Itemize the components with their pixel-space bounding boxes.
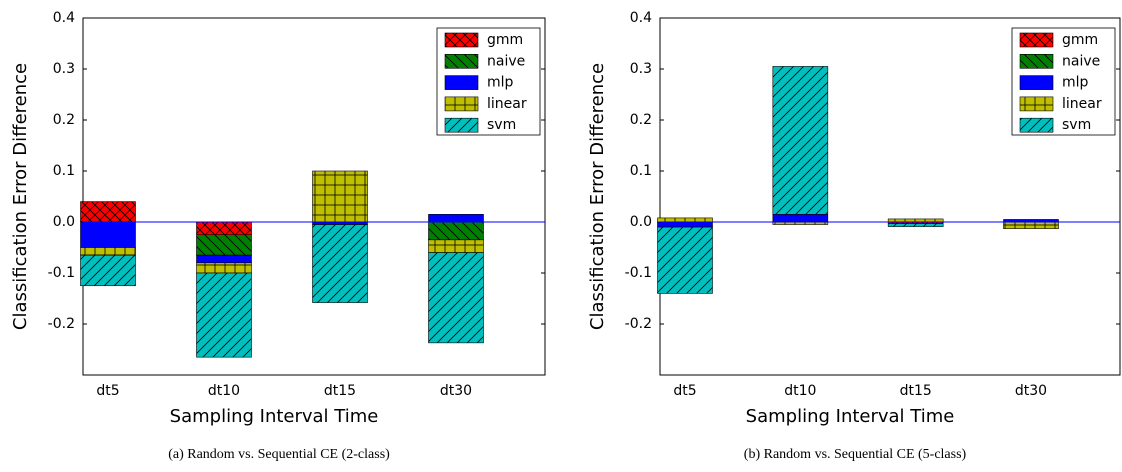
x-tick-label: dt5 — [673, 383, 696, 399]
legend-swatch — [444, 53, 479, 69]
bar-segment — [312, 170, 368, 223]
bar-segment — [772, 66, 829, 215]
x-tick-label: dt15 — [900, 383, 932, 399]
y-tick-label: 0.3 — [630, 61, 652, 77]
y-tick-label: -0.1 — [625, 265, 652, 281]
x-tick-label: dt30 — [1015, 383, 1047, 399]
legend-label: svm — [487, 117, 516, 133]
x-tick-label: dt15 — [324, 383, 356, 399]
legend-swatch — [444, 96, 479, 112]
legend-label: mlp — [1062, 75, 1089, 91]
legend-label: linear — [487, 96, 527, 112]
legend-swatch — [1019, 53, 1054, 69]
y-tick-label: 0.3 — [53, 61, 75, 77]
bar-segment — [657, 217, 713, 223]
y-tick-label: -0.2 — [48, 316, 75, 332]
legend-swatch — [1019, 75, 1054, 90]
y-tick-label: 0.2 — [53, 112, 75, 128]
x-tick-label: dt10 — [208, 383, 240, 399]
bar-segment — [80, 201, 136, 223]
y-axis-label: Classification Error Difference — [587, 63, 608, 330]
bar-segment — [428, 214, 484, 223]
legend-label: naive — [487, 53, 525, 69]
bar-segment — [312, 224, 368, 303]
y-tick-label: -0.2 — [625, 316, 652, 332]
legend-swatch — [444, 117, 479, 133]
x-tick-label: dt30 — [440, 383, 472, 399]
legend-label: mlp — [487, 75, 514, 91]
legend-label: gmm — [1062, 32, 1098, 48]
y-tick-label: 0.1 — [53, 163, 75, 179]
legend-label: gmm — [487, 32, 523, 48]
bar-segment — [80, 221, 136, 248]
y-tick-label: -0.1 — [48, 265, 75, 281]
caption: (b) Random vs. Sequential CE (5-class) — [744, 447, 967, 462]
legend-swatch — [1019, 32, 1054, 48]
x-axis-label: Sampling Interval Time — [170, 406, 379, 427]
y-tick-label: 0.2 — [630, 112, 652, 128]
x-tick-label: dt5 — [96, 383, 119, 399]
bar-segment — [80, 254, 136, 287]
y-tick-label: 0.0 — [53, 214, 75, 230]
legend-swatch — [1019, 117, 1054, 133]
bar-segment — [80, 247, 136, 256]
y-tick-label: 0.4 — [630, 10, 652, 26]
x-tick-label: dt10 — [784, 383, 816, 399]
bar-segment — [196, 262, 252, 274]
bar-segment — [428, 239, 484, 253]
y-tick-label: 0.0 — [630, 214, 652, 230]
bar-segment — [657, 221, 713, 228]
legend-label: linear — [1062, 96, 1102, 112]
bar-segment — [428, 252, 484, 344]
bar-segment — [887, 223, 944, 227]
bar-segment — [772, 214, 829, 223]
legend-swatch — [444, 75, 479, 90]
bar-segment — [657, 226, 713, 294]
bar-segment — [196, 254, 252, 264]
legend-label: naive — [1062, 53, 1100, 69]
bar-segment — [428, 221, 484, 241]
bar-segment — [1003, 221, 1059, 229]
y-tick-label: 0.1 — [630, 163, 652, 179]
bar-segment — [196, 234, 252, 256]
bar-segment — [196, 221, 252, 236]
bar-segment — [196, 272, 252, 358]
x-axis-label: Sampling Interval Time — [746, 406, 955, 427]
legend-label: svm — [1062, 117, 1091, 133]
legend-swatch — [444, 32, 479, 48]
caption: (a) Random vs. Sequential CE (2-class) — [168, 447, 390, 462]
y-axis-label: Classification Error Difference — [10, 63, 31, 330]
legend-swatch — [1019, 96, 1054, 112]
y-tick-label: 0.4 — [53, 10, 75, 26]
